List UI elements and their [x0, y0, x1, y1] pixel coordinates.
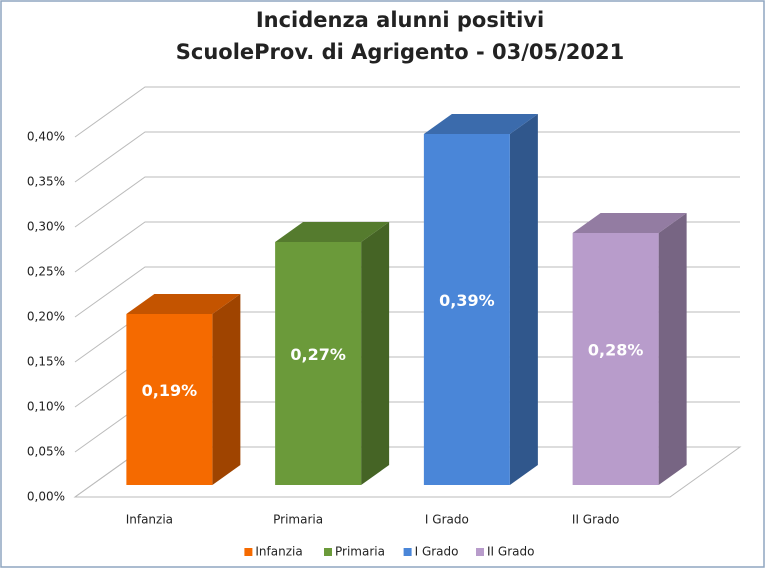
grid-line	[74, 131, 740, 183]
legend-swatch	[403, 548, 412, 556]
bar	[126, 314, 213, 485]
y-tick-label: 0,30%	[27, 220, 65, 234]
grid-line	[74, 221, 740, 273]
y-tick-label: 0,05%	[27, 445, 65, 459]
grid-line	[74, 176, 740, 228]
legend-swatch	[324, 548, 332, 556]
data-label: 0,28%	[588, 341, 644, 360]
x-tick-label: Infanzia	[126, 513, 173, 527]
bar	[572, 233, 659, 485]
bar	[275, 242, 362, 485]
y-tick-label: 0,25%	[27, 265, 65, 279]
data-label: 0,27%	[290, 345, 346, 364]
x-tick-label: II Grado	[572, 513, 619, 527]
y-tick-label: 0,10%	[27, 400, 65, 414]
chart-title: Incidenza alunni positivi	[256, 8, 544, 32]
data-label: 0,19%	[142, 381, 198, 400]
legend-swatch	[476, 548, 484, 556]
legend-label: Primaria	[335, 545, 385, 559]
chart-subtitle: ScuoleProv. di Agrigento - 03/05/2021	[176, 40, 624, 64]
grid-line	[74, 266, 740, 318]
bar-top	[572, 213, 687, 233]
bar	[423, 134, 510, 485]
bar-top	[423, 114, 538, 134]
y-tick-label: 0,20%	[27, 310, 65, 324]
bar-top	[275, 222, 390, 242]
x-tick-label: I Grado	[425, 513, 469, 527]
legend-label: I Grado	[415, 545, 459, 559]
grid-line	[74, 86, 740, 138]
legend-swatch	[244, 548, 253, 556]
y-tick-label: 0,00%	[27, 490, 65, 504]
bar-side	[509, 114, 538, 485]
legend-label: Infanzia	[255, 545, 302, 559]
y-tick-label: 0,15%	[27, 355, 65, 369]
y-tick-label: 0,40%	[27, 130, 65, 144]
data-label: 0,39%	[439, 291, 495, 310]
bar-side	[658, 213, 687, 485]
y-tick-label: 0,35%	[27, 175, 65, 189]
bar-side	[361, 222, 390, 485]
legend-label: II Grado	[487, 545, 534, 559]
bar-top	[126, 294, 241, 314]
bar-side	[212, 294, 241, 485]
x-tick-label: Primaria	[273, 513, 323, 527]
